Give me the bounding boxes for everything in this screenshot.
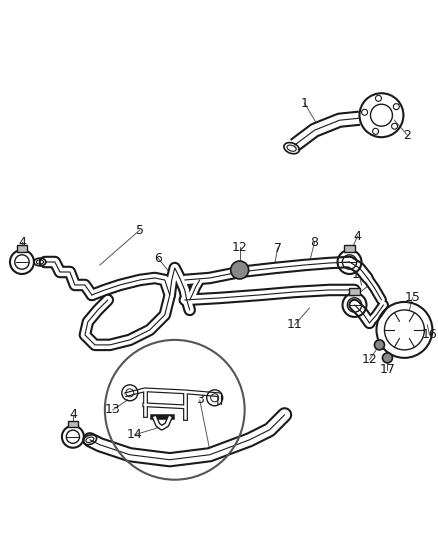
Text: 5: 5 [136,223,144,237]
Text: 14: 14 [127,428,143,441]
Text: 4: 4 [69,408,77,421]
Text: 17: 17 [379,364,396,376]
Bar [344,245,355,252]
Circle shape [382,353,392,363]
Text: 7: 7 [274,241,282,255]
Text: 8: 8 [311,236,318,248]
Bar [17,245,27,252]
Text: 12: 12 [362,353,378,366]
Text: 4: 4 [366,278,374,292]
Bar [349,288,360,295]
Text: 10: 10 [352,269,367,281]
Circle shape [374,340,385,350]
Text: 4: 4 [353,230,361,243]
Text: 11: 11 [287,318,303,332]
Text: 9: 9 [179,278,187,292]
Circle shape [231,261,249,279]
Text: 6: 6 [154,252,162,264]
Text: 4: 4 [18,236,26,248]
Text: 3: 3 [196,393,204,406]
Text: 13: 13 [105,403,121,416]
Text: 2: 2 [403,128,411,142]
Text: 16: 16 [421,328,437,342]
Text: 12: 12 [232,240,247,254]
Text: 15: 15 [404,292,420,304]
Text: 1: 1 [300,96,308,110]
Bar [68,422,78,427]
